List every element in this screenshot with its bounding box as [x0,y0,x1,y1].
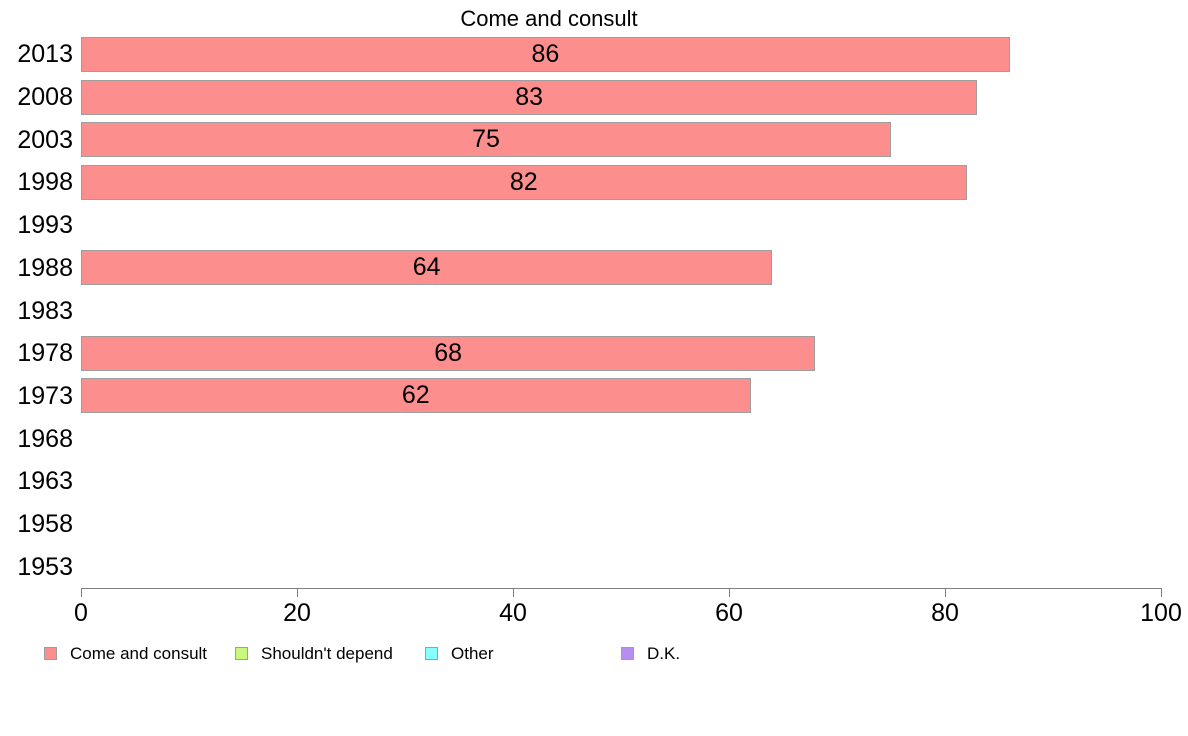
bar-value-label: 86 [531,39,560,68]
legend-label: Other [451,644,494,663]
bar-value-label: 75 [472,125,500,154]
x-axis-tick-label: 40 [499,599,527,627]
x-axis-tick [1161,588,1162,597]
bar-value-label: 68 [434,338,463,367]
bar [81,122,891,158]
x-axis-tick-label: 60 [715,599,743,627]
bar [81,79,978,115]
y-axis-label: 1988 [17,253,73,282]
y-axis-label: 2013 [17,40,73,69]
y-axis-label: 1958 [17,509,73,538]
y-axis-label: 1978 [17,339,73,368]
bar [81,36,1010,72]
y-axis-label: 2003 [17,125,73,154]
x-axis-tick [729,588,730,597]
bar [81,378,751,414]
x-axis-tick-label: 80 [931,599,959,627]
legend-swatch [621,647,634,660]
x-axis-tick-label: 0 [74,599,88,627]
x-axis-tick-label: 20 [283,599,311,627]
chart-title: Come and consult [460,6,638,31]
legend-swatch [425,647,438,660]
bar-value-label: 82 [509,167,538,196]
bar-value-label: 83 [515,82,544,111]
bar [81,335,816,371]
y-axis-label: 1993 [17,211,73,240]
legend-swatch [235,647,248,660]
x-axis-tick [513,588,514,597]
bar [81,250,773,286]
y-axis-label: 1998 [17,168,73,197]
legend-label: Shouldn't depend [261,644,393,663]
x-axis-tick [945,588,946,597]
y-axis-label: 1983 [17,296,73,325]
y-axis-label: 1973 [17,381,73,410]
y-axis-label: 1963 [17,467,73,496]
x-axis-tick [297,588,298,597]
x-axis-line [81,588,1161,589]
x-axis-tick-label: 100 [1140,599,1182,627]
legend-label: Come and consult [70,644,208,663]
bar [81,164,967,200]
legend-label: D.K. [647,644,681,663]
y-axis-label: 1968 [17,424,73,453]
y-axis-label: 1953 [17,552,73,581]
x-axis-tick [81,588,82,597]
y-axis-label: 2008 [17,83,73,112]
legend-swatch [44,647,57,660]
bar-value-label: 64 [412,253,441,282]
bar-value-label: 62 [401,381,430,410]
